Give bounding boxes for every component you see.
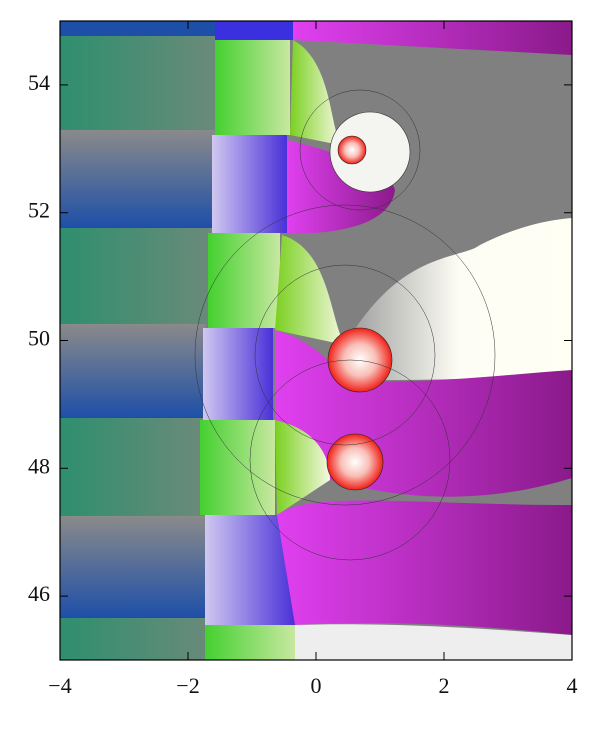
x-tick-label: 0 xyxy=(311,673,322,698)
x-tick-label: 4 xyxy=(567,673,578,698)
domain-coloring-image xyxy=(60,21,572,660)
y-tick-label: 54 xyxy=(28,70,50,95)
x-tick-label: −2 xyxy=(176,673,199,698)
x-tick-label: 2 xyxy=(439,673,450,698)
x-tick-label: −4 xyxy=(48,673,71,698)
y-tick-label: 50 xyxy=(28,326,50,351)
y-tick-label: 52 xyxy=(28,198,50,223)
y-tick-label: 46 xyxy=(28,581,50,606)
y-tick-label: 48 xyxy=(28,453,50,478)
